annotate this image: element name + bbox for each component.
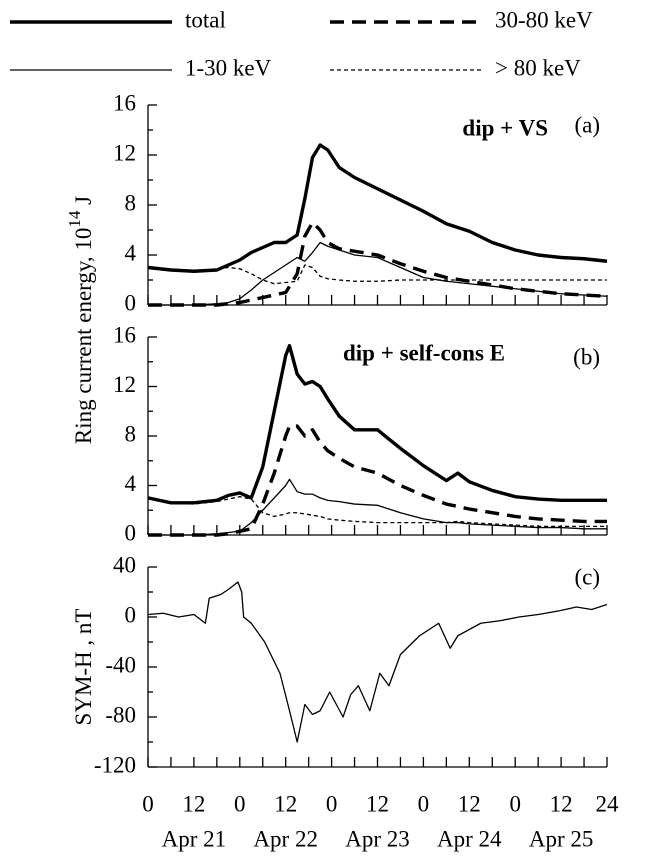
y-axis-label-part: SYM-H , nT	[71, 609, 96, 726]
series-line	[147, 143, 608, 273]
day-label: Apr 22	[253, 826, 318, 851]
series-line	[148, 220, 608, 307]
series-line	[147, 495, 607, 527]
legend-label: 1-30 keV	[185, 55, 272, 80]
series-line	[148, 424, 607, 537]
y-tick-label: 0	[125, 520, 137, 545]
x-tick-label: 0	[418, 791, 430, 816]
y-tick-label: 40	[113, 552, 136, 577]
panel-label: (a)	[574, 112, 600, 137]
y-tick-label: 12	[113, 140, 136, 165]
y-axis-label-part: Ring current energy, 10	[71, 228, 96, 445]
x-tick-label: 24	[596, 791, 620, 816]
series-line	[147, 581, 608, 743]
x-tick-label: 12	[274, 791, 297, 816]
y-tick-label: 0	[125, 290, 137, 315]
series-line	[147, 343, 607, 505]
series-line	[148, 241, 608, 306]
legend-label: total	[185, 7, 226, 32]
series-line	[147, 264, 607, 285]
y-tick-label: -80	[105, 702, 136, 727]
y-tick-label: 12	[113, 372, 136, 397]
legend-label: > 80 keV	[495, 55, 581, 80]
y-axis-label: SYM-H , nT	[71, 609, 96, 726]
x-tick-label: 0	[326, 791, 338, 816]
y-tick-label: 8	[125, 421, 137, 446]
x-tick-label: 0	[509, 791, 521, 816]
y-axis-label: Ring current energy, 1014 J	[65, 196, 96, 444]
y-tick-label: 16	[113, 322, 136, 347]
y-axis-label-part: J	[71, 196, 96, 211]
panel-title: dip + self-cons E	[343, 340, 505, 365]
y-tick-label: -40	[105, 652, 136, 677]
legend-label: 30-80 keV	[495, 7, 593, 32]
panel-title: dip + VS	[462, 115, 548, 140]
series-line	[148, 478, 607, 536]
x-tick-label: 12	[458, 791, 481, 816]
day-label: Apr 25	[529, 826, 594, 851]
panel-label: (c)	[574, 564, 600, 589]
y-axis-label-exponent: 14	[65, 210, 84, 228]
y-tick-label: 4	[125, 240, 137, 265]
day-label: Apr 24	[437, 826, 502, 851]
y-tick-label: -120	[94, 752, 136, 777]
x-tick-label: 0	[234, 791, 246, 816]
y-tick-label: 4	[125, 471, 137, 496]
x-tick-label: 12	[550, 791, 573, 816]
day-label: Apr 23	[345, 826, 410, 851]
day-label: Apr 21	[162, 826, 227, 851]
x-tick-label: 0	[142, 791, 154, 816]
y-tick-label: 16	[113, 90, 136, 115]
x-tick-label: 12	[182, 791, 205, 816]
y-tick-label: 0	[125, 602, 137, 627]
y-tick-label: 8	[125, 190, 137, 215]
x-tick-label: 12	[366, 791, 389, 816]
panel-label: (b)	[573, 344, 600, 369]
